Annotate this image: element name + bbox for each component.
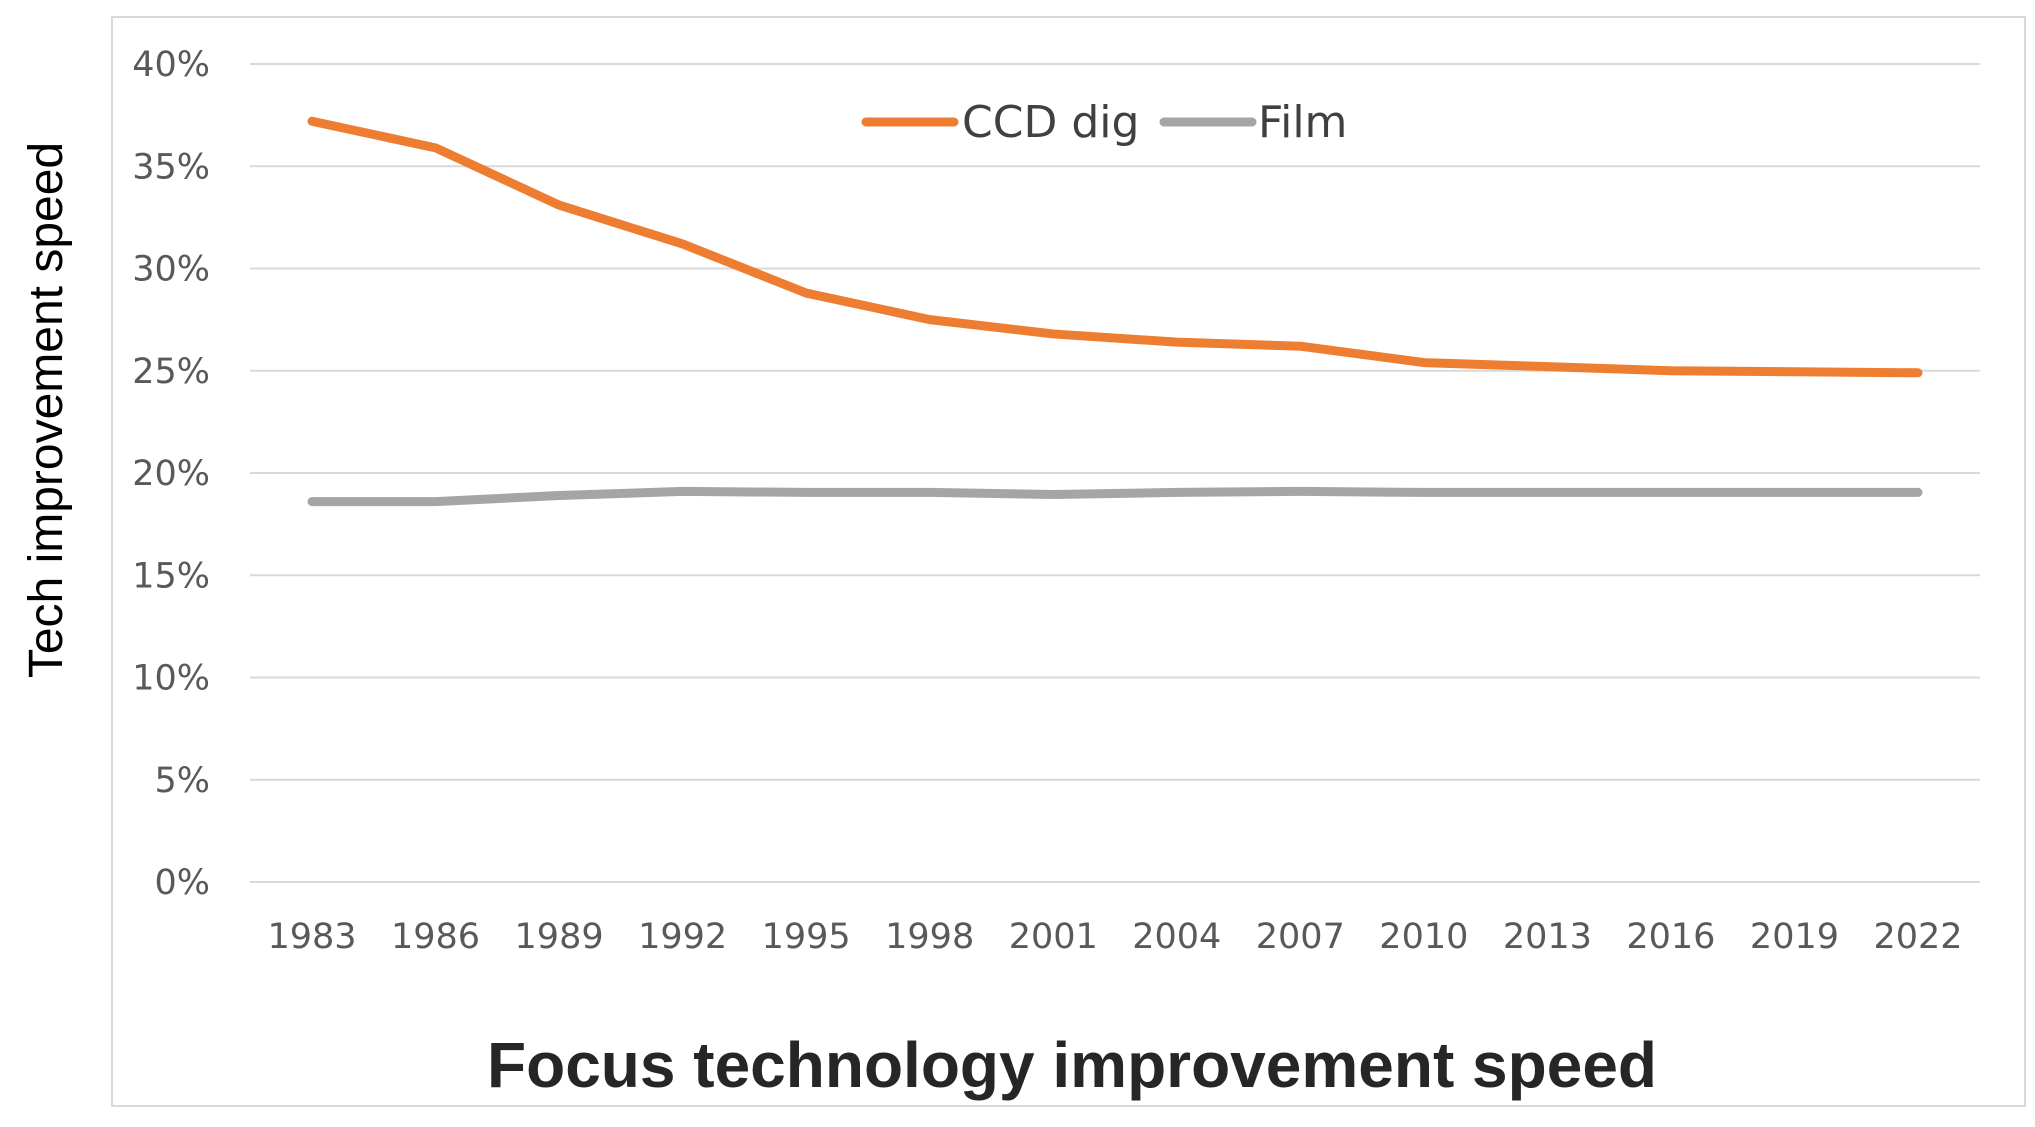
x-tick-label: 1992 [638, 917, 727, 957]
series-lines [307, 116, 1923, 507]
x-tick-label: 1989 [515, 917, 604, 957]
y-tick-label: 10% [132, 659, 210, 699]
y-tick-label: 40% [132, 45, 210, 85]
x-tick-label: 2007 [1256, 917, 1345, 957]
legend-label-ccd-dig: CCD dig [962, 97, 1139, 148]
series-line-ccd-dig [307, 116, 1923, 378]
x-axis-title: Focus technology improvement speed [487, 1029, 1657, 1101]
x-tick-label: 2019 [1750, 917, 1839, 957]
chart-frame [111, 16, 2026, 1107]
y-tick-label: 25% [132, 352, 210, 392]
y-tick-label: 0% [154, 863, 210, 903]
legend: CCD dig Film [861, 97, 1347, 148]
y-tick-label: 5% [154, 761, 210, 801]
x-tick-label: 1995 [762, 917, 851, 957]
x-axis-ticks: 1983 1986 1989 1992 1995 1998 2001 2004 2007 2010… [267, 917, 1962, 957]
y-tick-label: 30% [132, 250, 210, 290]
y-tick-label: 20% [132, 454, 210, 494]
legend-label-film: Film [1258, 97, 1347, 148]
x-tick-label: 2010 [1379, 917, 1468, 957]
y-axis-ticks: 0% 5% 10% 15% 20% 25% 30% 35% 40% [132, 45, 210, 903]
x-tick-label: 1986 [391, 917, 480, 957]
series-line-film [307, 486, 1923, 507]
y-tick-label: 35% [132, 147, 210, 187]
x-tick-label: 2013 [1503, 917, 1592, 957]
x-tick-label: 2016 [1626, 917, 1715, 957]
x-tick-label: 1998 [885, 917, 974, 957]
y-tick-label: 15% [132, 556, 210, 596]
y-axis-title: Tech improvement speed [20, 142, 73, 678]
x-tick-label: 2001 [1009, 917, 1098, 957]
x-tick-label: 2022 [1873, 917, 1962, 957]
x-tick-label: 2004 [1132, 917, 1221, 957]
x-tick-label: 1983 [267, 917, 356, 957]
